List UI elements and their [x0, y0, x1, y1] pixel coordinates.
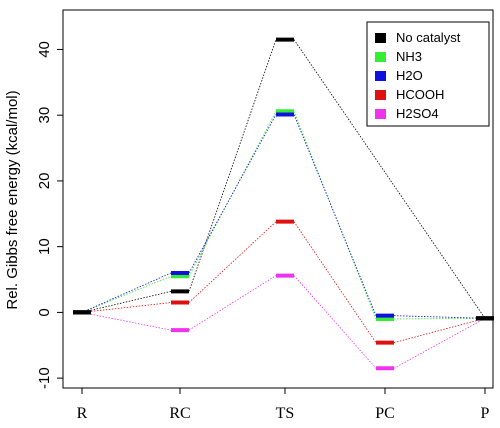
x-axis: R RC TS PC P	[77, 388, 490, 422]
y-axis: -10 0 10 20 30 40	[36, 41, 63, 389]
connector-h2so4	[188, 275, 277, 331]
energy-level-marks	[73, 37, 494, 371]
legend-label: HCOOH	[396, 87, 444, 102]
connector-no-catalyst	[81, 290, 172, 313]
connector-h2o	[293, 114, 377, 316]
connector-h2o	[393, 315, 486, 319]
connector-h2so4	[293, 275, 377, 369]
legend-label: H2O	[396, 68, 423, 83]
legend-swatch-h2o	[375, 71, 386, 81]
connector-h2o	[81, 272, 172, 313]
connector-no-catalyst	[188, 39, 277, 292]
connector-nh3	[81, 275, 172, 313]
y-tick-label: 30	[36, 107, 53, 124]
connector-no-catalyst	[293, 39, 486, 319]
dotted-connector-lines	[81, 39, 486, 369]
legend-swatch-hcooh	[375, 90, 386, 100]
legend-swatch-nh3	[375, 52, 386, 62]
legend-box	[366, 21, 490, 127]
x-tick-label-r: R	[77, 405, 88, 422]
y-tick-label: 20	[36, 173, 53, 190]
legend-label: H2SO4	[396, 106, 439, 121]
y-tick-label: -10	[36, 367, 53, 389]
connector-nh3	[393, 317, 486, 320]
x-tick-label-p: P	[481, 405, 490, 422]
connector-hcooh	[393, 317, 486, 344]
y-tick-label: 10	[36, 238, 53, 255]
x-tick-label-ts: TS	[276, 405, 295, 422]
legend-label: NH3	[396, 49, 422, 64]
legend-swatch-h2so4	[375, 109, 386, 119]
x-tick-label-rc: RC	[169, 405, 190, 422]
connector-hcooh	[188, 221, 277, 303]
plot-frame	[62, 9, 494, 389]
connector-hcooh	[81, 302, 172, 313]
y-axis-label: Rel. Gibbs free energy (kcal/mol)	[4, 90, 21, 309]
connector-h2so4	[81, 312, 172, 331]
connector-h2o	[188, 114, 277, 274]
legend: No catalyst NH3 H2O HCOOH H2SO4	[366, 21, 490, 127]
y-tick-label: 0	[36, 308, 53, 316]
y-tick-label: 40	[36, 41, 53, 58]
legend-label: No catalyst	[396, 30, 461, 45]
legend-swatch-no-catalyst	[375, 33, 386, 43]
x-tick-label-pc: PC	[375, 405, 395, 422]
connector-h2so4	[393, 317, 486, 369]
connector-hcooh	[293, 221, 377, 343]
